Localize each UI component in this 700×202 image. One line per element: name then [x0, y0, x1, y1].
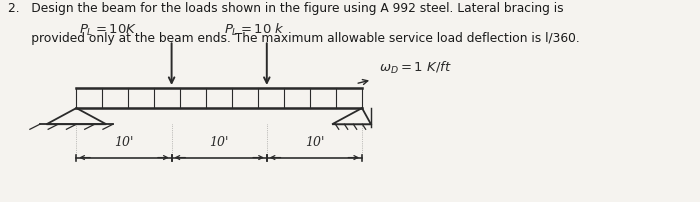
Text: $P_L = 10\ k$: $P_L = 10\ k$ — [223, 22, 285, 38]
Text: 10': 10' — [114, 137, 134, 149]
Text: 10': 10' — [304, 137, 324, 149]
Text: 10': 10' — [209, 137, 229, 149]
Text: $P_L = 10K$: $P_L = 10K$ — [78, 23, 136, 38]
Text: $\omega_D = 1\ K/ft$: $\omega_D = 1\ K/ft$ — [379, 60, 452, 76]
Text: provided only at the beam ends. The maximum allowable service load deflection is: provided only at the beam ends. The maxi… — [8, 32, 580, 45]
Text: 2.   Design the beam for the loads shown in the figure using A 992 steel. Latera: 2. Design the beam for the loads shown i… — [8, 2, 564, 15]
